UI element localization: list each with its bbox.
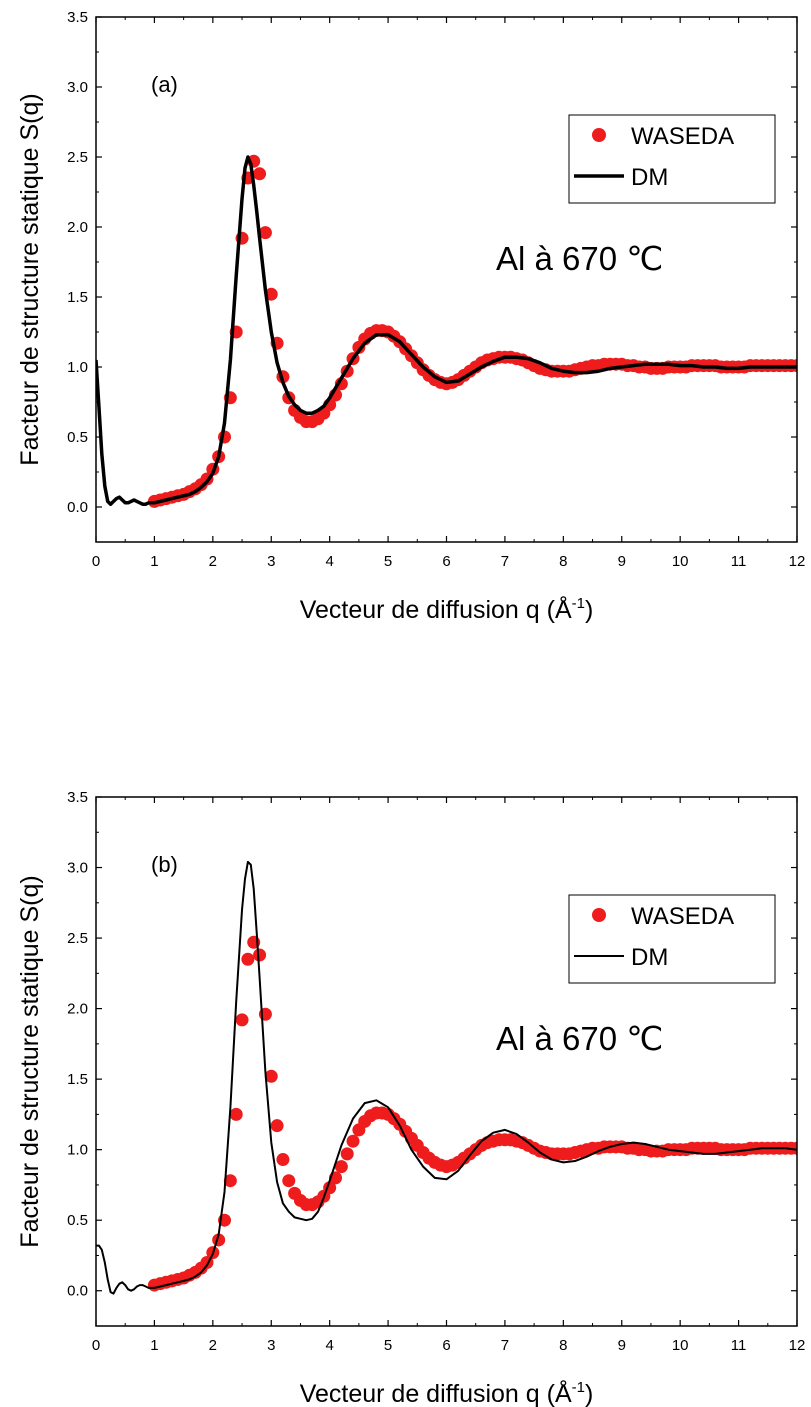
legend-waseda-label: WASEDA [631, 123, 734, 150]
legend: WASEDA DM [568, 894, 776, 984]
x-tick-label: 10 [672, 553, 689, 570]
x-axis-label-main: Vecteur de diffusion q (Å [300, 594, 572, 624]
x-axis-label: Vecteur de diffusion q (Å-1) [300, 594, 594, 624]
x-tick-label: 9 [618, 553, 626, 570]
y-tick-label: 3.5 [67, 789, 88, 806]
legend: WASEDA DM [568, 114, 776, 204]
annotation-text: Al à 670 ℃ [496, 240, 663, 277]
legend-waseda-marker [592, 908, 606, 922]
x-tick-label: 7 [501, 553, 509, 570]
chart-panel-b: 0 1 2 3 4 5 6 7 8 9 10 11 120.00.51.01.52.02.53.03.5… [16, 789, 805, 1407]
panel-label: (b) [151, 852, 178, 877]
x-tick-label: 9 [618, 1337, 626, 1354]
plot-area [96, 860, 797, 1295]
plot-frame [95, 796, 798, 1327]
annotation-text: Al à 670 ℃ [496, 1020, 663, 1057]
x-tick-label: 5 [384, 1337, 392, 1354]
waseda-point [241, 952, 255, 966]
y-tick-label: 0.0 [67, 1283, 88, 1300]
x-tick-label: 11 [731, 553, 747, 570]
x-axis-label-sup: -1 [572, 595, 585, 612]
y-tick-label: 2.5 [67, 149, 88, 166]
x-axis-label-sup: -1 [572, 1379, 585, 1396]
dm-line [96, 860, 797, 1295]
waseda-point [253, 948, 267, 962]
legend-dm-label: DM [631, 944, 668, 971]
y-tick-label: 2.0 [67, 219, 88, 236]
x-tick-label: 3 [267, 553, 275, 570]
x-tick-label: 8 [559, 553, 567, 570]
y-tick-label: 0.5 [67, 1212, 88, 1229]
x-tick-label: 6 [442, 553, 450, 570]
y-tick-label: 1.5 [67, 289, 88, 306]
x-tick-label: 1 [150, 553, 158, 570]
y-tick-label: 1.0 [67, 359, 88, 376]
y-axis-label: Facteur de structure statique S(q) [16, 875, 44, 1247]
x-tick-label: 5 [384, 553, 392, 570]
x-tick-label: 4 [325, 553, 333, 570]
x-axis-label-end: ) [585, 1380, 593, 1407]
waseda-point [235, 1013, 249, 1027]
x-tick-label: 0 [92, 553, 100, 570]
panel-label: (a) [151, 72, 178, 97]
y-tick-label: 3.5 [67, 9, 88, 26]
x-tick-label: 12 [789, 1337, 806, 1354]
x-tick-label: 11 [731, 1337, 747, 1354]
legend-waseda-label: WASEDA [631, 903, 734, 930]
y-tick-label: 3.0 [67, 79, 88, 96]
x-tick-label: 0 [92, 1337, 100, 1354]
x-tick-label: 12 [789, 553, 806, 570]
waseda-point [282, 1174, 296, 1188]
plot-frame [95, 16, 798, 543]
waseda-point [253, 167, 267, 181]
dm-line [96, 155, 797, 506]
y-axis-label: Facteur de structure statique S(q) [16, 93, 44, 465]
chart-panel-a: 0 1 2 3 4 5 6 7 8 9 10 11 120.00.51.01.52.02.53.03.5… [16, 9, 805, 624]
waseda-point [270, 1119, 284, 1133]
x-tick-label: 4 [325, 1337, 333, 1354]
x-tick-label: 2 [209, 553, 217, 570]
legend-waseda-marker [592, 128, 606, 142]
x-tick-label: 2 [209, 1337, 217, 1354]
y-tick-label: 1.5 [67, 1071, 88, 1088]
x-axis-label-end: ) [585, 596, 593, 624]
x-tick-label: 6 [442, 1337, 450, 1354]
y-tick-label: 0.5 [67, 429, 88, 446]
waseda-point [334, 1160, 348, 1174]
y-tick-label: 0.0 [67, 499, 88, 516]
waseda-point [790, 1141, 797, 1155]
legend-dm-label: DM [631, 164, 668, 191]
waseda-point [264, 1069, 278, 1083]
waseda-point [258, 226, 272, 240]
y-tick-label: 3.0 [67, 860, 88, 877]
x-tick-label: 10 [672, 1337, 689, 1354]
x-tick-label: 8 [559, 1337, 567, 1354]
x-tick-label: 3 [267, 1337, 275, 1354]
y-tick-label: 1.0 [67, 1142, 88, 1159]
x-axis-label: Vecteur de diffusion q (Å-1) [300, 1378, 594, 1407]
x-tick-label: 1 [150, 1337, 158, 1354]
y-tick-label: 2.5 [67, 930, 88, 947]
waseda-point [346, 1134, 360, 1148]
waseda-point [223, 1174, 237, 1188]
plot-area [96, 154, 797, 508]
waseda-point [276, 1153, 290, 1167]
waseda-point [229, 1107, 243, 1121]
waseda-point [340, 1147, 354, 1161]
y-tick-label: 2.0 [67, 1001, 88, 1018]
x-axis-label-main: Vecteur de diffusion q (Å [300, 1378, 572, 1407]
x-tick-label: 7 [501, 1337, 509, 1354]
